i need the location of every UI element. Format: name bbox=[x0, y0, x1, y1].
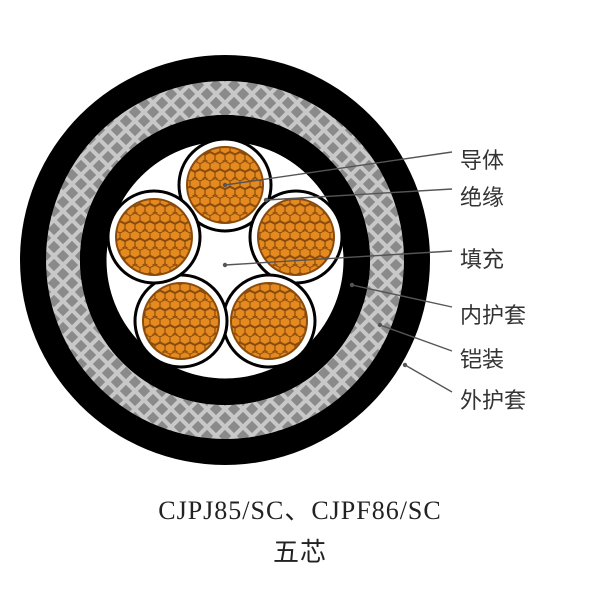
layer-label: 内护套 bbox=[460, 298, 526, 330]
caption-line1: CJPJ85/SC、CJPF86/SC bbox=[158, 496, 441, 525]
layer-label: 铠装 bbox=[460, 342, 504, 374]
layer-label: 填充 bbox=[460, 242, 504, 274]
layer-label: 导体 bbox=[460, 143, 504, 175]
layer-label: 绝缘 bbox=[460, 180, 504, 212]
caption-line2: 五芯 bbox=[273, 538, 327, 567]
caption: CJPJ85/SC、CJPF86/SC 五芯 bbox=[0, 490, 600, 573]
layer-label: 外护套 bbox=[460, 383, 526, 415]
